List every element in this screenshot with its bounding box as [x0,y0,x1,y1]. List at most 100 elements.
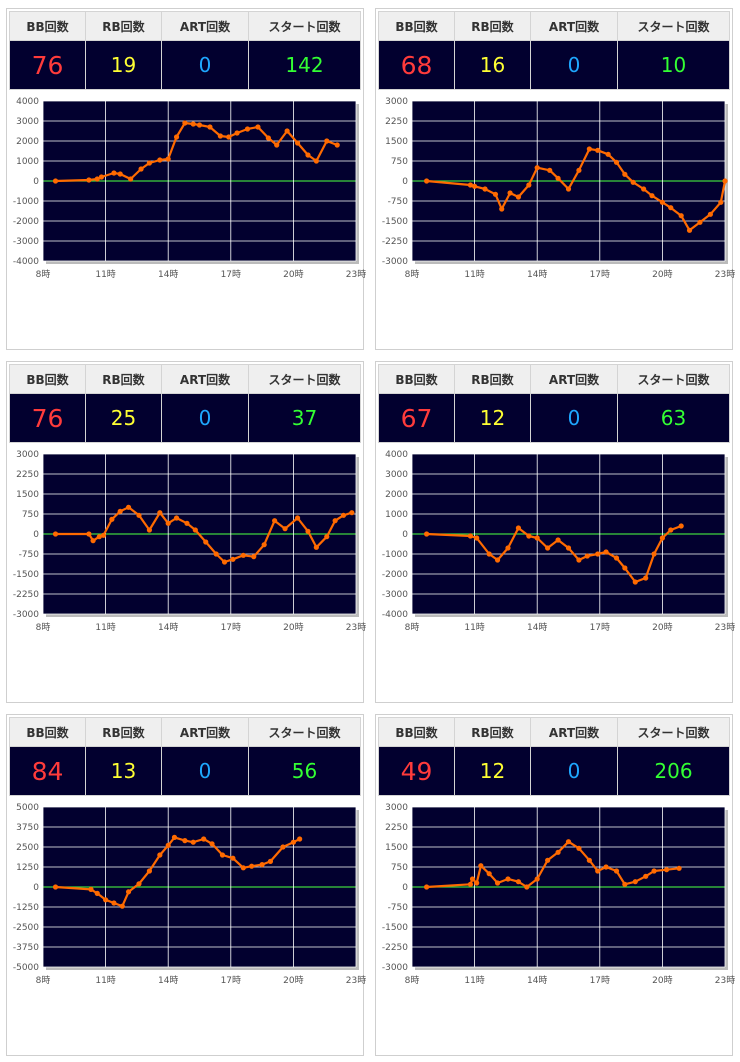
start-count: 56 [248,746,361,796]
y-tick-label: -750 [388,197,409,207]
data-point [576,845,582,851]
data-point [192,527,198,533]
data-point [576,167,582,173]
x-tick-label: 14時 [158,269,178,280]
data-point [534,876,540,882]
art-count: 0 [161,393,249,443]
data-point [474,535,480,541]
data-point [555,849,561,855]
y-tick-label: 1250 [16,863,39,873]
data-point [165,520,171,526]
rb-header: RB回数 [85,11,162,41]
x-tick-label: 20時 [652,622,672,633]
data-point [524,884,530,890]
data-point [173,515,180,521]
art-header: ART回数 [161,717,249,747]
x-tick-label: 17時 [221,622,241,633]
x-tick-label: 14時 [158,622,178,633]
data-point [259,862,265,868]
data-point [613,868,620,874]
data-point [290,839,296,845]
payout-chart: 3000 2250 1500 750 0 -750 -1500 -2250 -3000 8時 11時… [382,803,735,986]
y-tick-label: 2500 [16,843,39,853]
start-count: 142 [248,40,361,90]
data-point [622,565,628,571]
y-tick-label: -750 [388,903,409,913]
x-tick-label: 20時 [283,622,303,633]
y-tick-label: -1000 [382,550,408,560]
data-point [217,133,223,139]
data-point [505,876,511,882]
start-header: スタート回数 [617,11,730,41]
bb-header: BB回数 [378,364,455,394]
x-tick-label: 17時 [590,269,610,280]
data-point [526,182,532,188]
data-point [555,175,561,181]
data-point [98,174,105,180]
data-point [111,170,117,176]
data-point [190,121,196,127]
rb-count: 13 [85,746,162,796]
data-point [526,533,532,539]
y-tick-label: 0 [33,530,39,540]
bb-count: 84 [9,746,86,796]
data-point [294,140,301,146]
machine-card: BB回数RB回数ART回数スタート回数681601030230002250150… [375,8,735,350]
data-point [474,880,480,886]
rb-header: RB回数 [454,11,531,41]
y-tick-label: 1500 [16,490,39,500]
data-point [722,178,728,184]
data-point [267,858,274,864]
data-point [595,551,601,557]
y-tick-label: -750 [19,550,40,560]
y-tick-label: -3000 [382,590,408,600]
art-count: 0 [530,746,618,796]
y-tick-label: 2250 [16,470,39,480]
art-header: ART回数 [530,717,618,747]
rb-header: RB回数 [454,364,531,394]
data-point [305,528,311,534]
y-tick-label: 1000 [16,157,39,167]
data-point [651,551,657,557]
y-tick-label: 2000 [385,490,408,500]
data-point [261,542,267,548]
data-point [340,512,347,518]
y-tick-label: -1500 [13,570,39,580]
rb-count: 19 [85,40,162,90]
data-point [94,176,100,182]
data-point [125,504,132,510]
rb-count: 12 [454,393,531,443]
bb-header: BB回数 [378,717,455,747]
machine-card: BB回数RB回数ART回数スタート回数841305630550003750250… [6,714,366,1056]
data-point [265,135,271,141]
data-point [707,211,713,217]
data-point [576,557,582,563]
y-tick-label: 1500 [385,137,408,147]
data-point [603,549,609,555]
x-tick-label: 8時 [36,975,51,986]
data-point [146,160,153,166]
data-point [313,158,319,164]
data-point [274,142,280,148]
y-tick-label: -4000 [382,610,408,620]
x-tick-label: 23時 [715,975,735,986]
rb-header: RB回数 [85,364,162,394]
data-point [111,900,117,906]
start-header: スタート回数 [248,717,361,747]
data-point [128,176,134,182]
data-point [469,876,476,882]
data-point [515,194,522,200]
y-tick-label: 3750 [16,823,39,833]
data-point [117,171,123,177]
x-tick-label: 17時 [221,975,241,986]
x-tick-label: 20時 [652,269,672,280]
data-point [251,554,257,560]
data-point [545,545,551,551]
stats-table: BB回数 RB回数 ART回数 スタート回数 68 16 0 10 [378,11,730,90]
art-header: ART回数 [530,364,618,394]
data-point [249,863,255,869]
x-tick-label: 11時 [464,269,484,280]
x-tick-label: 14時 [527,269,547,280]
x-tick-label: 23時 [715,622,735,633]
data-point [305,152,311,158]
